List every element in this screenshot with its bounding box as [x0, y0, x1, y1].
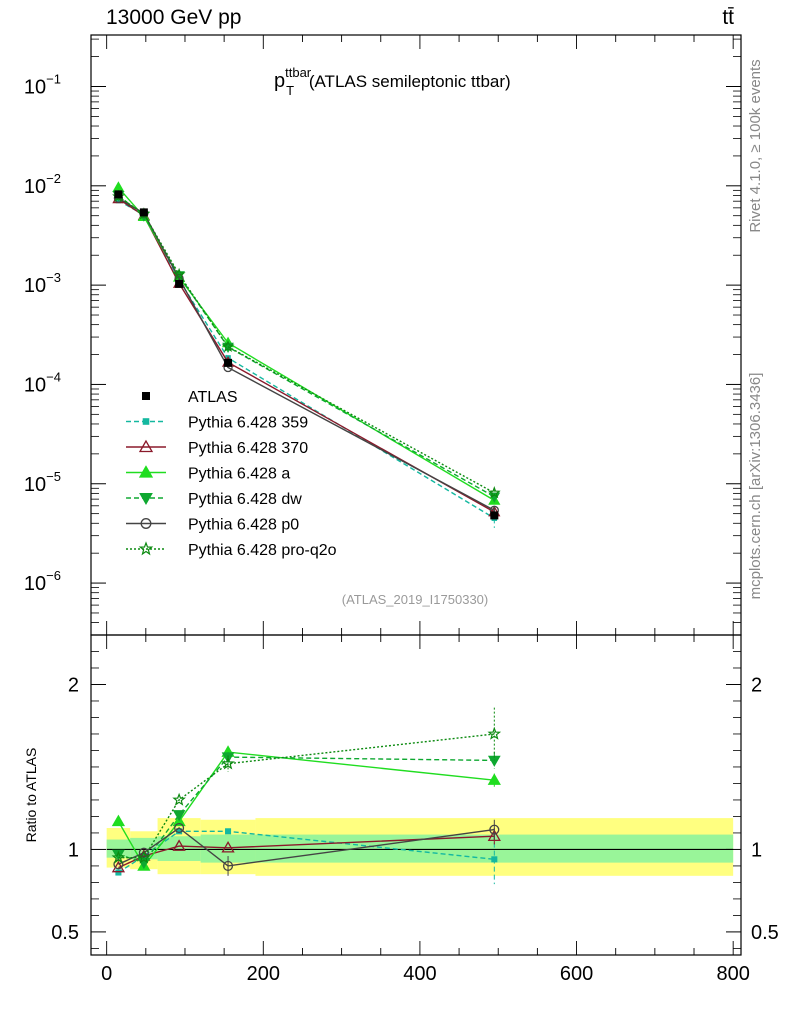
ratio-y-tick-label: 0.5 [51, 922, 79, 944]
x-tick-label: 800 [716, 963, 749, 985]
y-tick-label: 10−2 [24, 171, 61, 198]
ratio-point [172, 792, 186, 806]
legend-marker [139, 493, 153, 506]
data-point [114, 190, 123, 199]
legend-marker [138, 439, 154, 453]
ratio-band-inner [106, 839, 131, 858]
legend-label: Pythia 6.428 pro-q2o [188, 542, 337, 559]
legend-marker [142, 392, 150, 400]
legend-marker [138, 465, 154, 478]
y-tick-label: 10−5 [24, 469, 61, 496]
legend-label: Pythia 6.428 p0 [188, 517, 299, 534]
ratio-point [225, 828, 232, 835]
series-point [488, 486, 501, 499]
series-point [172, 267, 186, 280]
series-point [221, 340, 235, 353]
ratio-point [491, 856, 498, 863]
data-point [224, 358, 233, 367]
legend-marker [138, 541, 154, 556]
ratio-point [222, 860, 234, 871]
ratio-panel-frame [90, 634, 742, 956]
ratio-y-tick-label: 2 [68, 674, 79, 696]
rivet-label: Rivet 4.1.0, ≥ 100k events [747, 59, 764, 232]
y-tick-label: 10−6 [24, 568, 61, 595]
series-line [118, 197, 495, 511]
ratio-point [221, 756, 235, 770]
header-left: 13000 GeV pp [106, 6, 242, 29]
ratio-point [111, 850, 126, 864]
ratio-point [172, 810, 186, 822]
ratio-series-line [118, 756, 495, 864]
ratio-y-tick-label-right: 0.5 [751, 922, 779, 944]
x-tick-label: 600 [560, 963, 593, 985]
ratio-point [112, 849, 125, 861]
mcplots-label: mcplots.cern.ch [arXiv:1306.3436] [747, 373, 764, 600]
analysis-tag: (ATLAS_2019_I1750330) [342, 592, 488, 607]
ratio-axis-label: Ratio to ATLAS [23, 748, 39, 843]
series-line [117, 194, 495, 498]
series-line [118, 199, 495, 519]
y-tick-label: 10−4 [24, 369, 61, 396]
x-tick-label: 400 [403, 963, 436, 985]
ratio-point [487, 773, 501, 785]
y-tick-label: 10−3 [24, 270, 61, 297]
ratio-point [172, 839, 186, 851]
x-tick-label: 0 [101, 963, 112, 985]
ratio-point [487, 726, 502, 740]
legend-label: Pythia 6.428 dw [188, 491, 302, 508]
ratio-point [174, 822, 185, 834]
data-point [175, 279, 184, 288]
chart-title: pttbar T (ATLAS semileptonic ttbar) [274, 65, 511, 98]
ratio-point [489, 824, 500, 835]
ratio-point [487, 829, 501, 842]
ratio-point [111, 814, 126, 827]
ratio-point [221, 840, 235, 853]
y-tick-label: 10−1 [24, 71, 61, 98]
legend-label: Pythia 6.428 a [188, 466, 290, 483]
ratio-point [111, 860, 126, 873]
legend-marker [142, 418, 150, 425]
legend-label: Pythia 6.428 359 [188, 415, 308, 432]
ratio-y-tick-label: 1 [68, 839, 79, 861]
series-line [118, 195, 495, 494]
legend-label: ATLAS [188, 389, 238, 406]
ratio-point [176, 828, 183, 835]
series-line [118, 198, 495, 513]
ratio-point [136, 850, 151, 864]
ratio-series-line [118, 827, 495, 867]
legend-marker [140, 518, 152, 529]
ratio-y-tick-label-right: 2 [751, 674, 762, 696]
header-right: tt̄ [722, 6, 734, 29]
legend-label: Pythia 6.428 370 [188, 440, 308, 457]
x-tick-label: 200 [247, 963, 280, 985]
ratio-point [115, 869, 122, 876]
data-point [490, 511, 499, 520]
data-point [139, 208, 148, 217]
ratio-y-tick-label-right: 1 [751, 839, 762, 861]
ratio-series-line [118, 733, 495, 859]
